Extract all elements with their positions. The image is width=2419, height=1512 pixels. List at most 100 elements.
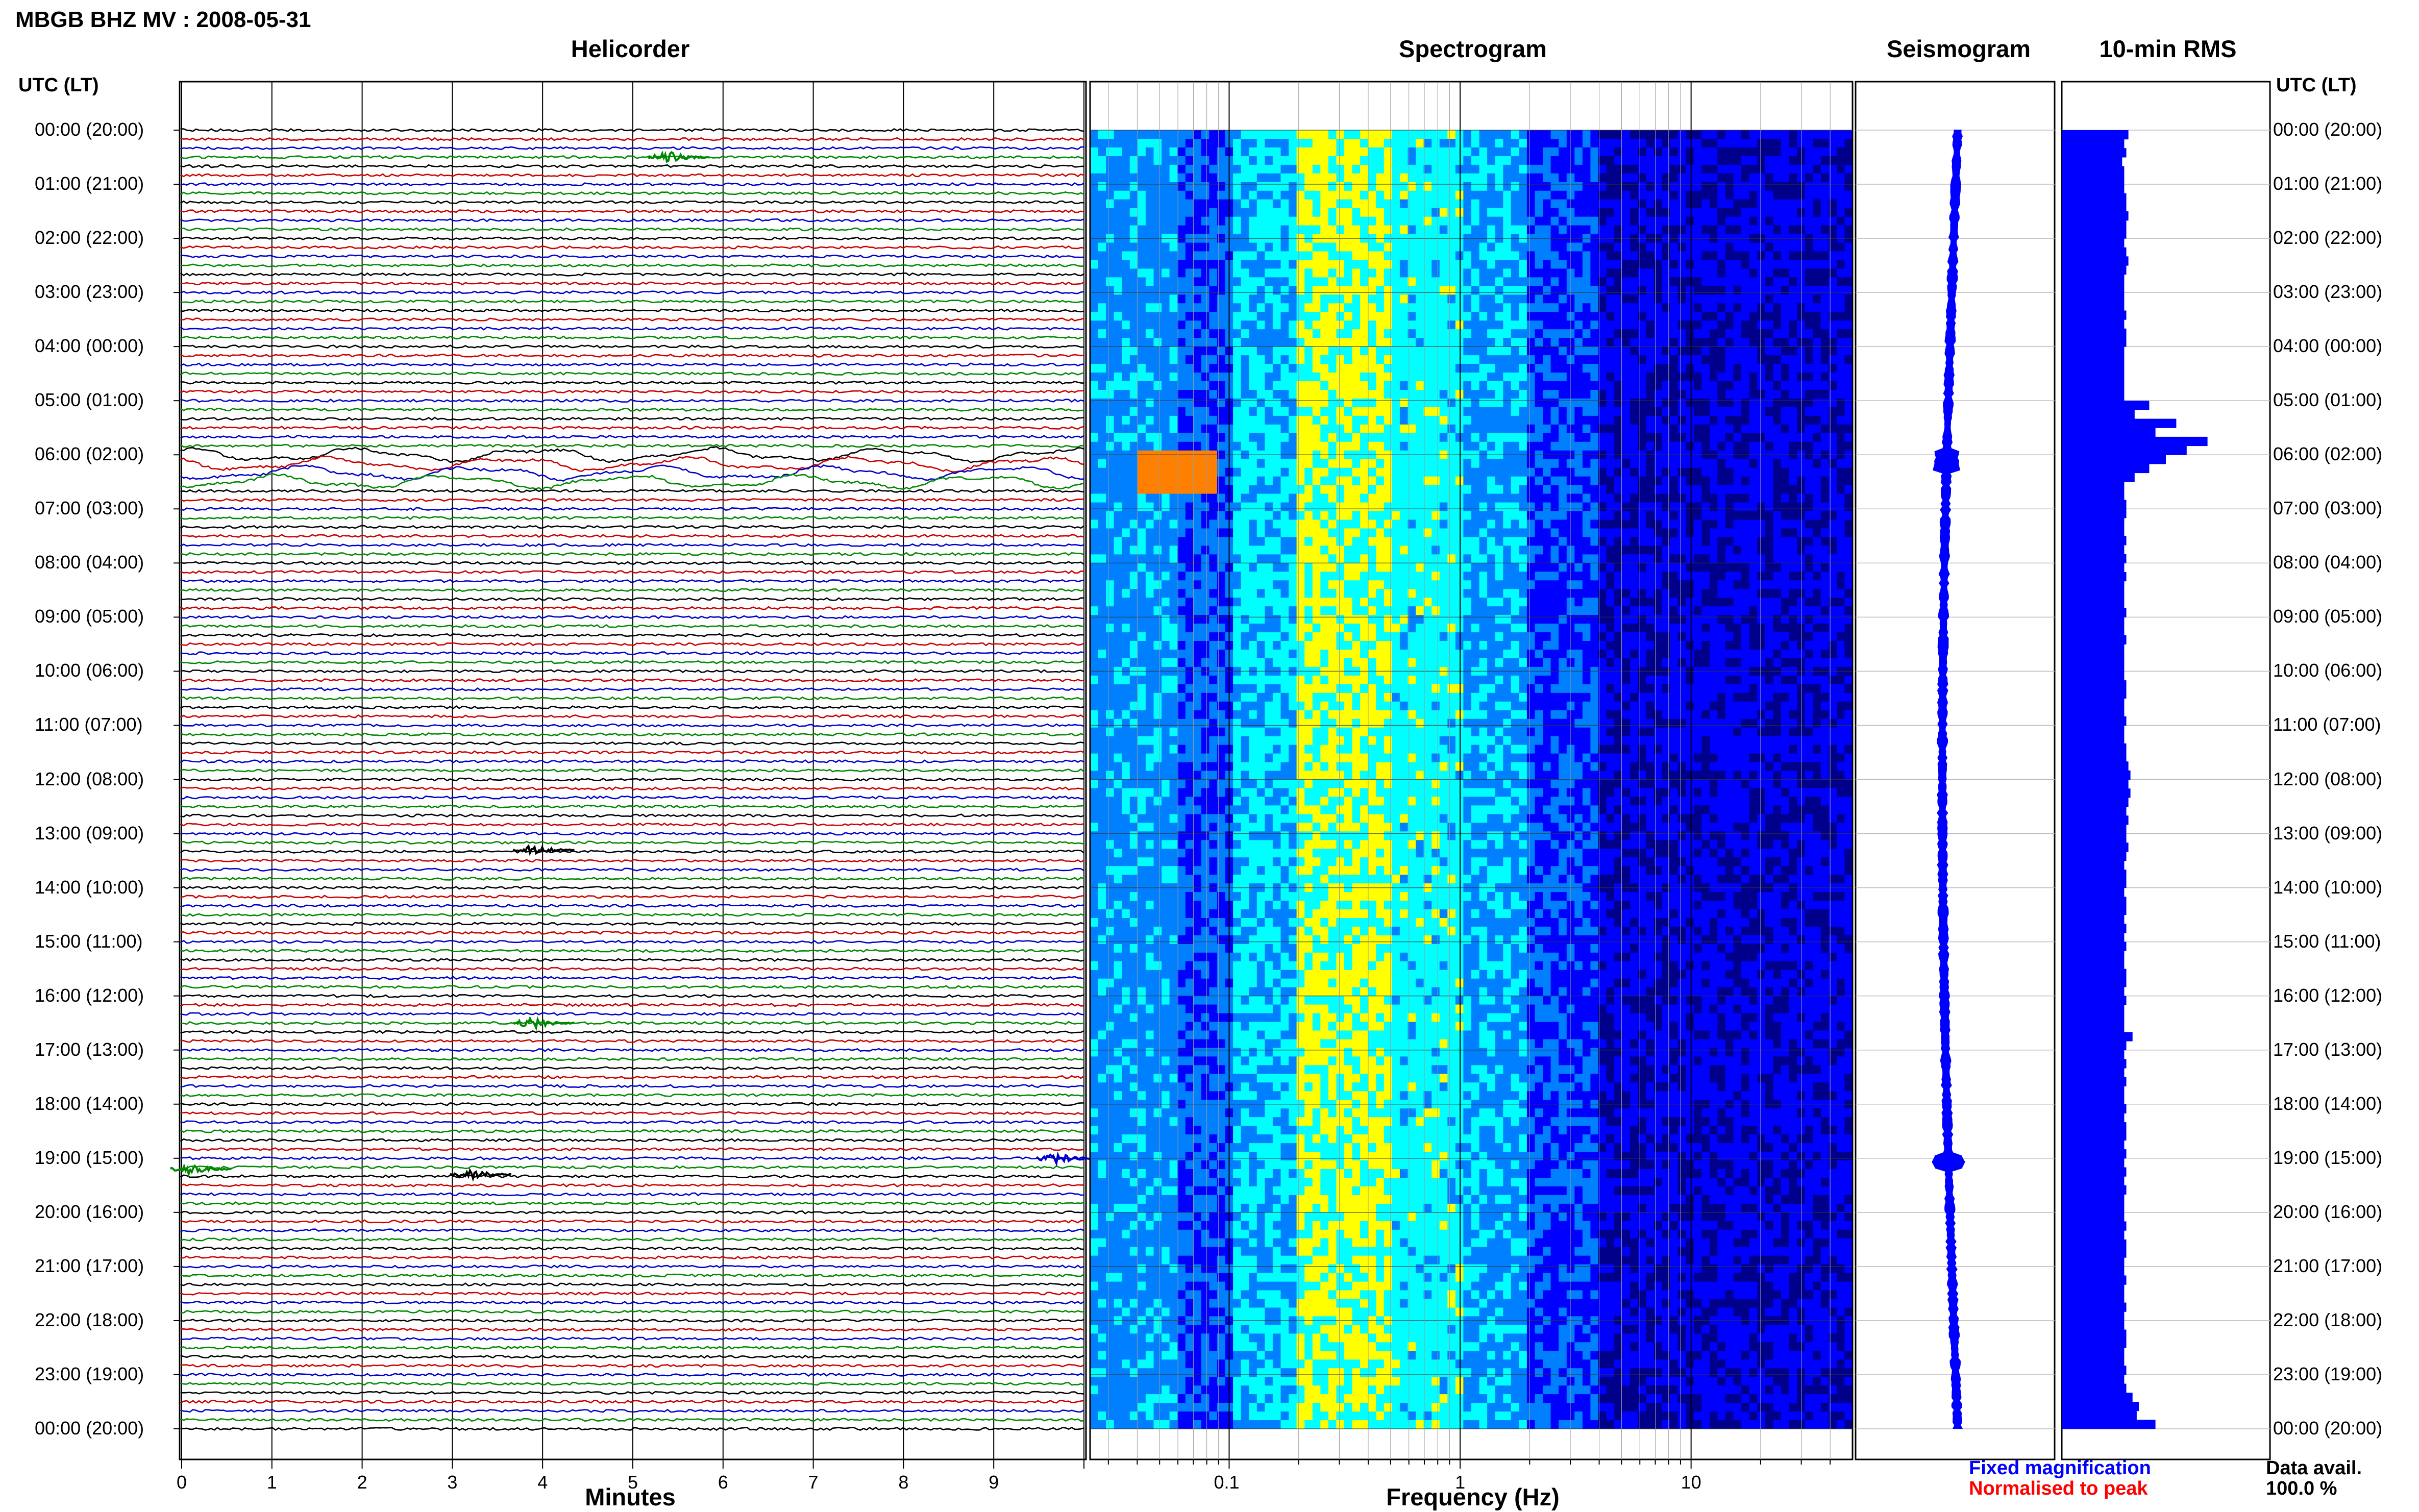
spectrogram-cell [1662,329,1670,338]
spectrogram-cell [1320,268,1329,278]
helicorder-trace [180,741,1084,746]
spectrogram-cell [1090,208,1099,217]
spectrogram-cell [1614,399,1623,408]
spectrogram-cell [1805,528,1813,538]
spectrogram-cell [1479,433,1488,442]
spectrogram-cell [1408,216,1416,226]
spectrogram-cell [1471,130,1480,139]
spectrogram-cell [1535,467,1543,477]
spectrogram-cell [1455,147,1464,157]
spectrogram-cell [1272,459,1281,468]
spectrogram-cell [1495,373,1503,382]
spectrogram-cell [1519,528,1527,538]
spectrogram-cell [1709,225,1718,235]
spectrogram-cell [1217,216,1226,226]
spectrogram-cell [1304,147,1313,157]
spectrogram-cell [1614,537,1623,546]
spectrogram-cell [1574,260,1583,269]
spectrogram-cell [1344,139,1353,148]
spectrogram-cell [1098,441,1106,451]
spectrogram-cell [1296,519,1305,529]
spectrogram-cell [1177,286,1186,295]
spectrogram-cell [1320,173,1329,183]
spectrogram-cell [1686,485,1694,494]
spectrogram-cell [1686,459,1694,468]
spectrogram-cell [1590,242,1599,252]
spectrogram-cell [1566,329,1575,338]
spectrogram-cell [1249,208,1257,217]
spectrogram-cell [1177,381,1186,390]
spectrogram-cell [1813,338,1821,347]
spectrogram-cell [1765,338,1773,347]
spectrogram-cell [1416,338,1424,347]
spectrogram-cell [1090,537,1099,546]
spectrogram-cell [1177,519,1186,529]
spectrogram-cell [1622,338,1631,347]
spectrogram-cell [1820,303,1829,312]
spectrogram-cell [1606,381,1615,390]
spectrogram-cell [1677,156,1686,165]
spectrogram-cell [1304,242,1313,252]
spectrogram-cell [1233,346,1242,356]
spectrogram-cell [1360,329,1369,338]
spectrogram-cell [1280,225,1289,235]
spectrogram-cell [1217,554,1226,563]
helicorder-trace [180,1291,1084,1296]
spectrogram-cell [1320,147,1329,157]
spectrogram-cell [1829,338,1837,347]
spectrogram-cell [1614,338,1623,347]
spectrogram-cell [1614,312,1623,321]
spectrogram-cell [1463,407,1472,416]
spectrogram-cell [1169,190,1178,200]
spectrogram-cell [1519,476,1527,486]
spectrogram-cell [1145,390,1154,399]
spectrogram-cell [1447,182,1456,191]
spectrogram-cell [1193,182,1202,191]
spectrogram-cell [1670,286,1679,295]
spectrogram-cell [1209,546,1218,555]
spectrogram-cell [1574,286,1583,295]
spectrogram-cell [1217,251,1226,261]
spectrogram-cell [1717,364,1726,373]
spectrogram-cell [1662,216,1670,226]
spectrogram-cell [1352,467,1361,477]
spectrogram-cell [1526,364,1536,373]
spectrogram-cell [1805,294,1813,304]
spectrogram-cell [1129,182,1138,191]
spectrogram-cell [1653,199,1663,209]
spectrogram-cell [1241,277,1249,286]
spectrogram-cell [1789,415,1797,425]
spectrogram-cell [1701,199,1710,209]
spectrogram-cell [1646,364,1655,373]
spectrogram-cell [1662,164,1670,174]
spectrogram-cell [1638,277,1646,286]
spectrogram-cell [1328,164,1337,174]
spectrogram-cell [1535,546,1543,555]
spectrogram-cell [1114,399,1122,408]
spectrogram-cell [1566,511,1575,520]
spectrogram-cell [1630,242,1639,252]
spectrogram-cell [1201,260,1210,269]
spectrogram-cell [1296,415,1305,425]
spectrogram-cell [1781,286,1790,295]
spectrogram-cell [1622,242,1631,252]
spectrogram-cell [1519,268,1527,278]
spectrogram-cell [1384,537,1392,546]
spectrogram-cell [1336,493,1345,503]
spectrogram-cell [1162,190,1170,200]
spectrogram-cell [1392,190,1400,200]
spectrogram-cell [1543,139,1551,148]
spectrogram-cell [1256,251,1265,261]
spectrogram-cell [1384,182,1392,191]
spectrogram-cell [1574,476,1583,486]
spectrogram-cell [1098,346,1106,356]
spectrogram-cell [1630,476,1639,486]
spectrogram-cell [1280,407,1289,416]
spectrogram-cell [1638,303,1646,312]
spectrogram-cell [1638,381,1646,390]
spectrogram-cell [1201,493,1210,503]
spectrogram-cell [1829,216,1837,226]
spectrogram-cell [1169,225,1178,235]
spectrogram-cell [1336,502,1345,512]
spectrogram-cell [1725,519,1734,529]
